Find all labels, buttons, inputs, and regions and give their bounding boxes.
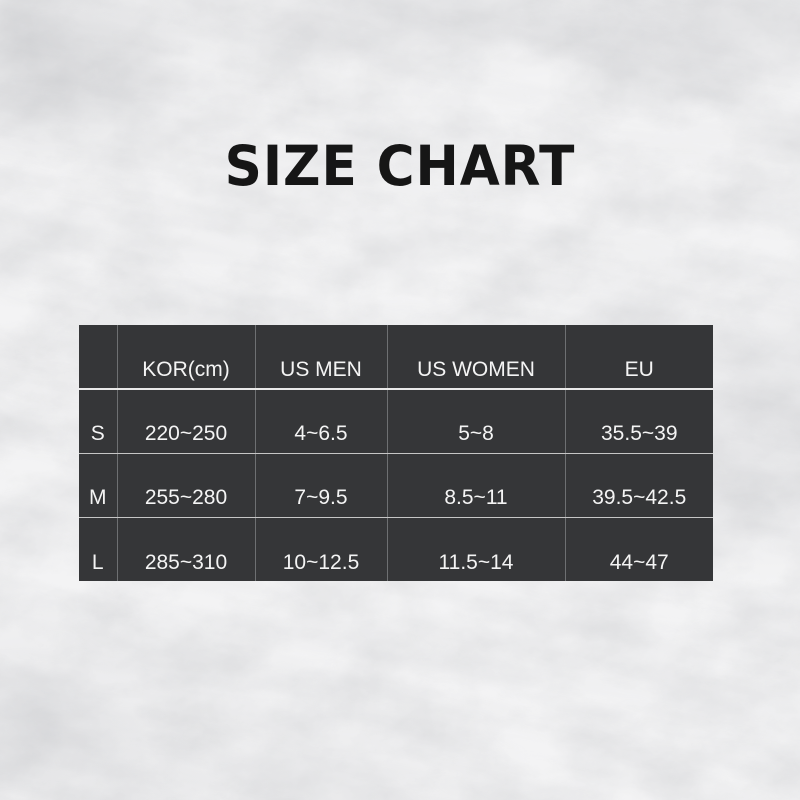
table-header-row: KOR(cm) US MEN US WOMEN EU xyxy=(79,325,713,390)
column-header-kor: KOR(cm) xyxy=(116,325,255,390)
size-cell-l-eu: 44~47 xyxy=(564,517,713,581)
row-label-m: M xyxy=(79,453,117,518)
page-title: SIZE CHART xyxy=(224,134,576,198)
size-cell-m-kor: 255~280 xyxy=(116,453,255,518)
size-cell-s-eu: 35.5~39 xyxy=(564,389,713,454)
corner-cell xyxy=(79,325,117,390)
size-cell-m-us-women: 8.5~11 xyxy=(386,453,565,518)
size-cell-m-us-men: 7~9.5 xyxy=(254,453,387,518)
size-cell-l-us-women: 11.5~14 xyxy=(386,517,565,581)
size-cell-s-kor: 220~250 xyxy=(116,389,255,454)
table-row-s: S 220~250 4~6.5 5~8 35.5~39 xyxy=(79,389,713,454)
row-label-s: S xyxy=(79,389,117,454)
size-chart-table: KOR(cm) US MEN US WOMEN EU S 220~250 4~6… xyxy=(79,325,713,581)
size-cell-l-kor: 285~310 xyxy=(116,517,255,581)
table-row-l: L 285~310 10~12.5 11.5~14 44~47 xyxy=(79,517,713,581)
size-cell-s-us-men: 4~6.5 xyxy=(254,389,387,454)
table-row-m: M 255~280 7~9.5 8.5~11 39.5~42.5 xyxy=(79,453,713,518)
size-cell-s-us-women: 5~8 xyxy=(386,389,565,454)
row-label-l: L xyxy=(91,550,104,574)
size-cell-l-us-men: 10~12.5 xyxy=(254,517,387,581)
column-header-us-men: US MEN xyxy=(254,325,387,390)
size-cell-m-eu: 39.5~42.5 xyxy=(564,453,713,518)
column-header-eu: EU xyxy=(564,325,713,390)
column-header-us-women: US WOMEN xyxy=(386,325,565,390)
